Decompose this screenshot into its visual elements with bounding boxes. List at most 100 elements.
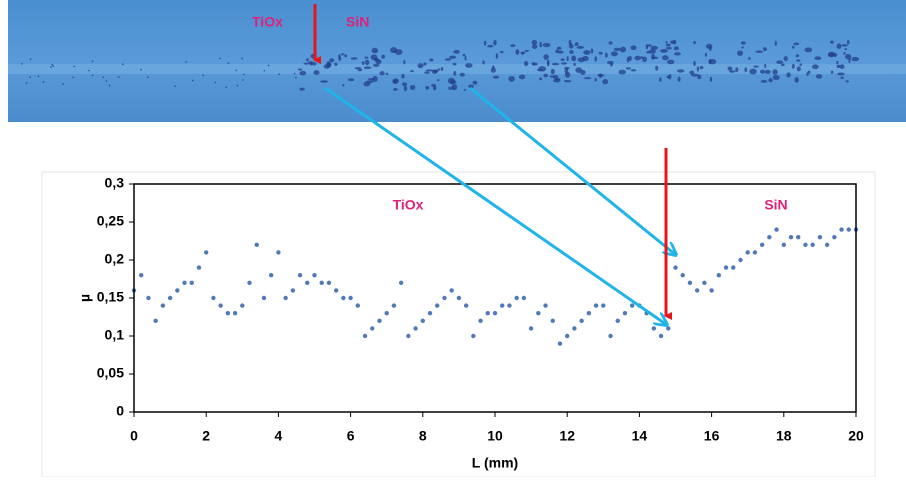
plot-border xyxy=(133,183,857,413)
point xyxy=(391,303,397,308)
speckle xyxy=(518,74,526,80)
speckle xyxy=(554,77,561,81)
speckle xyxy=(772,75,780,81)
speckle xyxy=(696,66,700,72)
point xyxy=(312,273,317,278)
speckle xyxy=(510,44,516,48)
x-tick-label: 0 xyxy=(130,428,138,444)
speckle xyxy=(737,50,744,57)
speckle xyxy=(665,46,672,50)
point xyxy=(565,333,570,339)
point xyxy=(738,257,743,263)
speckle xyxy=(423,62,427,66)
point xyxy=(406,333,411,339)
speckle xyxy=(794,77,799,83)
point xyxy=(723,265,729,270)
speckle xyxy=(371,47,379,54)
speckle xyxy=(21,63,23,65)
image-label: TiOx xyxy=(252,14,283,30)
point xyxy=(702,280,707,285)
speckle xyxy=(464,55,467,61)
point xyxy=(377,318,382,323)
speckle xyxy=(564,71,571,78)
speckle xyxy=(146,76,149,78)
speckle xyxy=(465,63,473,68)
speckle xyxy=(543,54,549,60)
annotation: TiOx xyxy=(393,197,424,213)
speckle xyxy=(670,40,675,44)
speckle xyxy=(459,72,465,77)
point xyxy=(839,227,844,232)
speckle xyxy=(749,68,757,75)
point xyxy=(196,265,202,270)
point xyxy=(355,303,361,308)
speckle xyxy=(709,76,713,82)
speckle xyxy=(590,48,594,54)
speckle xyxy=(647,44,652,47)
speckle xyxy=(598,51,603,55)
point xyxy=(463,303,469,308)
point xyxy=(824,242,830,247)
speckle xyxy=(574,42,579,47)
speckle xyxy=(799,63,802,67)
speckle xyxy=(495,53,499,59)
speckle xyxy=(828,53,835,58)
speckle xyxy=(613,47,621,51)
speckle xyxy=(354,67,362,70)
point xyxy=(716,273,722,278)
speckle xyxy=(729,70,736,73)
speckle xyxy=(676,69,685,73)
speckle xyxy=(848,57,851,64)
speckle xyxy=(786,72,791,78)
speckle xyxy=(840,76,844,80)
cyan-arrow xyxy=(469,86,676,255)
point xyxy=(788,235,794,240)
point xyxy=(420,318,425,323)
speckle xyxy=(811,64,819,70)
y-tick-label: 0,05 xyxy=(97,365,124,381)
speckle xyxy=(338,56,342,61)
point xyxy=(167,295,173,301)
speckle xyxy=(73,65,76,68)
speckle xyxy=(432,85,437,91)
speckle xyxy=(417,63,424,69)
point xyxy=(261,295,267,301)
point xyxy=(225,311,231,316)
point xyxy=(666,326,671,331)
speckle xyxy=(401,82,408,87)
speckle xyxy=(390,47,398,54)
speckle xyxy=(219,57,222,60)
speckle xyxy=(403,59,406,65)
point xyxy=(398,280,404,285)
speckle xyxy=(108,84,111,87)
speckle xyxy=(263,69,266,72)
point xyxy=(608,333,613,339)
y-tick-label: 0,25 xyxy=(97,213,124,229)
speckle xyxy=(303,62,310,65)
point xyxy=(211,295,216,301)
speckle xyxy=(744,67,748,73)
speckle xyxy=(830,40,834,44)
speckle xyxy=(341,53,345,56)
speckle xyxy=(490,67,497,73)
point xyxy=(283,295,288,301)
speckle xyxy=(580,69,586,75)
speckle xyxy=(531,39,538,46)
speckle xyxy=(804,47,813,53)
speckle xyxy=(566,56,569,62)
speckle xyxy=(649,49,656,54)
speckle xyxy=(361,61,365,65)
speckle xyxy=(793,42,800,46)
speckle xyxy=(741,46,745,49)
point xyxy=(384,311,389,316)
point xyxy=(370,326,375,331)
speckle xyxy=(795,54,800,58)
x-tick-label: 10 xyxy=(487,428,503,444)
speckle xyxy=(515,49,520,55)
speckle xyxy=(425,85,430,90)
point xyxy=(550,318,555,323)
speckle xyxy=(836,64,841,69)
speckle xyxy=(568,43,574,49)
speckle xyxy=(677,76,681,82)
